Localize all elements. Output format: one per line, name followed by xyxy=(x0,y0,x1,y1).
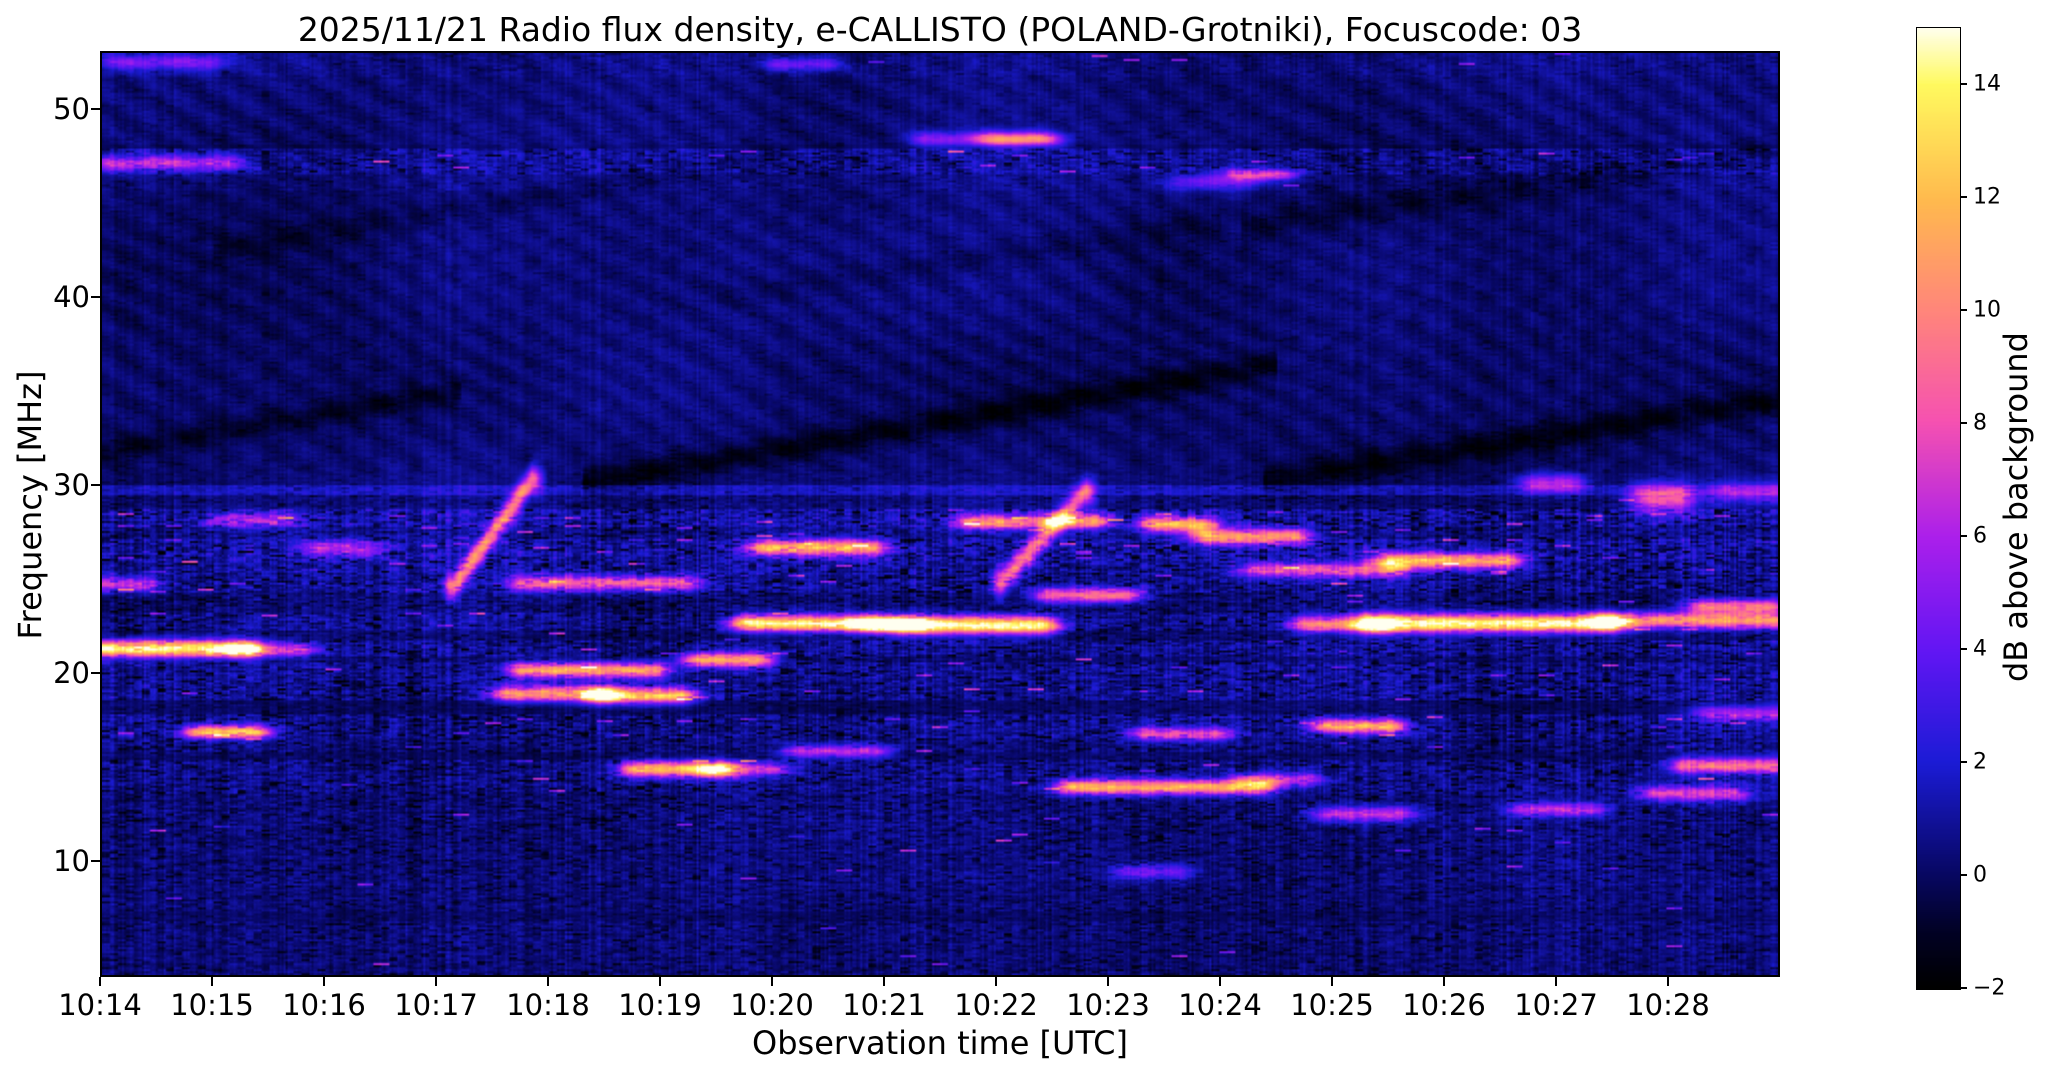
colorbar-tick-label: 8 xyxy=(1973,410,1987,436)
colorbar-tick-label: 2 xyxy=(1973,749,1987,775)
colorbar-tick-mark xyxy=(1960,873,1967,876)
x-tick-label: 10:20 xyxy=(730,988,814,1022)
colorbar-tick-mark xyxy=(1960,534,1967,537)
x-tick-label: 10:28 xyxy=(1626,988,1710,1022)
x-tick-label: 10:15 xyxy=(170,988,254,1022)
page-title: 2025/11/21 Radio flux density, e-CALLIST… xyxy=(297,10,1583,49)
y-tick-label: 30 xyxy=(53,467,90,502)
x-tick-label: 10:21 xyxy=(842,988,926,1022)
colorbar-gradient xyxy=(1917,28,1960,989)
colorbar-tick-label: 4 xyxy=(1973,636,1987,662)
y-axis-label: Frequency [MHz] xyxy=(11,370,49,640)
x-tick-label: 10:17 xyxy=(394,988,478,1022)
x-tick-mark xyxy=(99,977,101,986)
x-tick-label: 10:24 xyxy=(1178,988,1262,1022)
x-tick-label: 10:27 xyxy=(1514,988,1598,1022)
x-tick-label: 10:19 xyxy=(618,988,702,1022)
colorbar-tick-label: 6 xyxy=(1973,523,1987,549)
x-tick-mark xyxy=(1667,977,1669,986)
y-tick-mark xyxy=(91,296,100,299)
x-tick-mark xyxy=(771,977,773,986)
x-tick-mark xyxy=(659,977,661,986)
x-tick-mark xyxy=(1107,977,1109,986)
colorbar-tick-mark xyxy=(1960,82,1967,85)
colorbar-tick-label: 12 xyxy=(1973,184,2001,210)
x-tick-label: 10:25 xyxy=(1290,988,1374,1022)
colorbar-tick-mark xyxy=(1960,760,1967,763)
spectrogram-plot-area xyxy=(100,51,1780,977)
colorbar-tick-mark xyxy=(1960,421,1967,424)
x-tick-mark xyxy=(547,977,549,986)
x-axis-label: Observation time [UTC] xyxy=(752,1024,1128,1062)
x-tick-mark xyxy=(1331,977,1333,986)
y-tick-mark xyxy=(91,108,100,111)
spectrogram-image xyxy=(102,53,1778,975)
colorbar-tick-mark xyxy=(1960,647,1967,650)
colorbar-tick-mark xyxy=(1960,308,1967,311)
colorbar-tick-label: 10 xyxy=(1973,297,2001,323)
y-tick-label: 50 xyxy=(53,92,90,127)
x-tick-label: 10:14 xyxy=(58,988,142,1022)
x-tick-mark xyxy=(323,977,325,986)
x-tick-label: 10:16 xyxy=(282,988,366,1022)
colorbar xyxy=(1916,27,1961,990)
y-tick-label: 40 xyxy=(53,280,90,315)
y-tick-mark xyxy=(91,859,100,862)
x-tick-label: 10:22 xyxy=(954,988,1038,1022)
colorbar-tick-mark xyxy=(1960,987,1967,989)
x-tick-label: 10:23 xyxy=(1066,988,1150,1022)
y-tick-mark xyxy=(91,671,100,674)
y-tick-label: 10 xyxy=(53,843,90,878)
x-tick-label: 10:26 xyxy=(1402,988,1486,1022)
x-tick-mark xyxy=(883,977,885,986)
x-tick-mark xyxy=(1555,977,1557,986)
colorbar-tick-label: −2 xyxy=(1973,975,2006,1001)
x-tick-mark xyxy=(211,977,213,986)
colorbar-label: dB above background xyxy=(1997,332,2035,682)
x-tick-mark xyxy=(435,977,437,986)
colorbar-tick-label: 0 xyxy=(1973,862,1987,888)
x-tick-mark xyxy=(1443,977,1445,986)
y-tick-mark xyxy=(91,483,100,486)
x-tick-mark xyxy=(1219,977,1221,986)
colorbar-tick-mark xyxy=(1960,195,1967,198)
y-tick-label: 20 xyxy=(53,655,90,690)
x-tick-label: 10:18 xyxy=(506,988,590,1022)
colorbar-tick-label: 14 xyxy=(1973,71,2001,97)
x-tick-mark xyxy=(995,977,997,986)
